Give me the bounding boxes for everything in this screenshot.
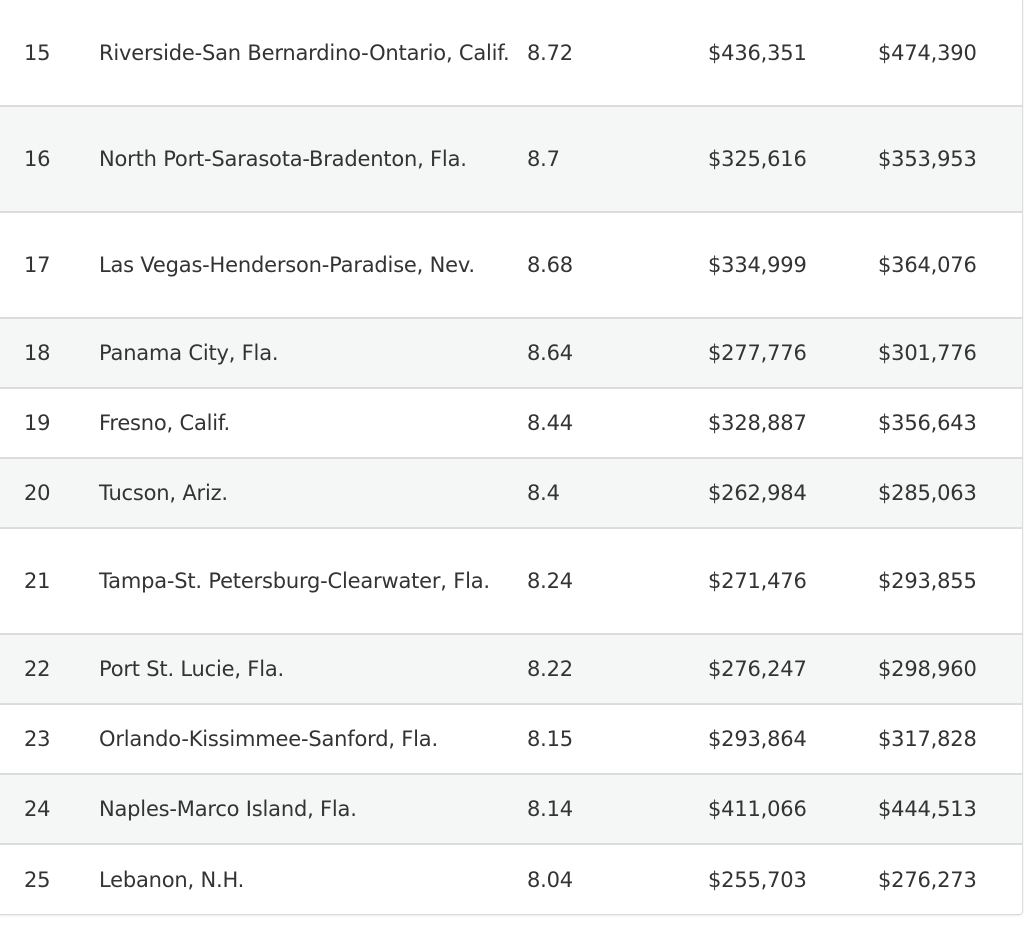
- table-row: 24 Naples-Marco Island, Fla. 8.14 $411,066 $…: [0, 774, 1022, 844]
- price-a-cell: $436,351: [708, 40, 807, 65]
- metro-area-cell: Las Vegas-Henderson-Paradise, Nev.: [99, 253, 475, 277]
- price-a-cell: $271,476: [708, 569, 807, 593]
- rank-cell: 18: [24, 341, 51, 365]
- score-cell: 8.14: [527, 797, 573, 821]
- price-b-cell: $317,828: [878, 727, 977, 751]
- score-cell: 8.72: [527, 40, 573, 65]
- metro-area-cell: Fresno, Calif.: [99, 411, 231, 435]
- rank-cell: 21: [24, 569, 51, 593]
- metro-area-cell: Lebanon, N.H.: [99, 867, 245, 892]
- table-row: 23 Orlando-Kissimmee-Sanford, Fla. 8.15 $29…: [0, 704, 1022, 774]
- score-cell: 8.4: [527, 481, 560, 505]
- price-b-cell: $353,953: [878, 147, 977, 171]
- table-row: 15 Riverside-San Bernardino-Ontario, Cali…: [0, 0, 1022, 106]
- rank-cell: 20: [24, 481, 51, 505]
- table-row: 16 North Port-Sarasota-Bradenton, Fla. 8.7…: [0, 106, 1022, 212]
- rank-cell: 19: [24, 411, 51, 435]
- metro-area-cell: Port St. Lucie, Fla.: [99, 657, 284, 681]
- score-cell: 8.15: [527, 727, 573, 751]
- metro-ranking-table: 15 Riverside-San Bernardino-Ontario, Cali…: [0, 0, 1023, 915]
- rank-cell: 17: [24, 253, 51, 277]
- rank-cell: 23: [24, 727, 51, 751]
- table-row: 25 Lebanon, N.H. 8.04 $255,703 $276,273: [0, 844, 1022, 914]
- score-cell: 8.04: [527, 867, 573, 892]
- score-cell: 8.44: [527, 411, 573, 435]
- price-a-cell: $325,616: [708, 147, 807, 171]
- price-a-cell: $277,776: [708, 341, 807, 365]
- price-a-cell: $328,887: [708, 411, 807, 435]
- table-row: 20 Tucson, Ariz. 8.4 $262,984 $285,063: [0, 458, 1022, 528]
- price-b-cell: $356,643: [878, 411, 977, 435]
- price-b-cell: $285,063: [878, 481, 977, 505]
- score-cell: 8.64: [527, 341, 573, 365]
- metro-area-cell: Tucson, Ariz.: [99, 481, 228, 505]
- price-b-cell: $298,960: [878, 657, 977, 681]
- score-cell: 8.22: [527, 657, 573, 681]
- table-row: 17 Las Vegas-Henderson-Paradise, Nev. 8.68…: [0, 212, 1022, 318]
- metro-area-cell: Orlando-Kissimmee-Sanford, Fla.: [99, 727, 438, 751]
- price-a-cell: $255,703: [708, 867, 807, 892]
- metro-area-cell: Tampa-St. Petersburg-Clearwater, Fla.: [99, 569, 490, 593]
- table-row: 21 Tampa-St. Petersburg-Clearwater, Fla. 8…: [0, 528, 1022, 634]
- metro-area-cell: Naples-Marco Island, Fla.: [99, 797, 357, 821]
- rank-cell: 24: [24, 797, 51, 821]
- price-a-cell: $334,999: [708, 253, 807, 277]
- price-b-cell: $301,776: [878, 341, 977, 365]
- price-a-cell: $411,066: [708, 797, 807, 821]
- rank-cell: 15: [24, 40, 51, 65]
- score-cell: 8.24: [527, 569, 573, 593]
- metro-area-cell: North Port-Sarasota-Bradenton, Fla.: [99, 147, 467, 171]
- rank-cell: 25: [24, 867, 51, 892]
- rank-cell: 22: [24, 657, 51, 681]
- price-b-cell: $474,390: [878, 40, 977, 65]
- table-body: 15 Riverside-San Bernardino-Ontario, Cali…: [0, 0, 1022, 914]
- price-b-cell: $364,076: [878, 253, 977, 277]
- table-row: 18 Panama City, Fla. 8.64 $277,776 $301,776: [0, 318, 1022, 388]
- score-cell: 8.7: [527, 147, 560, 171]
- table-row: 19 Fresno, Calif. 8.44 $328,887 $356,643: [0, 388, 1022, 458]
- data-table: 15 Riverside-San Bernardino-Ontario, Cali…: [0, 0, 1022, 914]
- metro-area-cell: Panama City, Fla.: [99, 341, 279, 365]
- table-row: 22 Port St. Lucie, Fla. 8.22 $276,247 $298,9…: [0, 634, 1022, 704]
- price-a-cell: $293,864: [708, 727, 807, 751]
- metro-area-cell: Riverside-San Bernardino-Ontario, Calif.: [99, 40, 510, 65]
- rank-cell: 16: [24, 147, 51, 171]
- price-b-cell: $276,273: [878, 867, 977, 892]
- price-b-cell: $293,855: [878, 569, 977, 593]
- price-a-cell: $262,984: [708, 481, 807, 505]
- price-a-cell: $276,247: [708, 657, 807, 681]
- price-b-cell: $444,513: [878, 797, 977, 821]
- score-cell: 8.68: [527, 253, 573, 277]
